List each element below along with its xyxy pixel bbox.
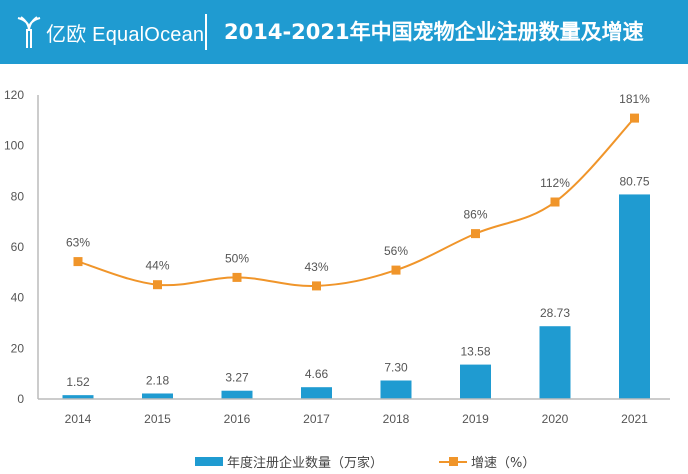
x-tick-label: 2020 xyxy=(542,412,569,426)
y-tick-label: 40 xyxy=(11,291,25,305)
bar xyxy=(301,387,332,399)
bar xyxy=(619,194,650,399)
legend-line-label: 增速（%） xyxy=(471,456,536,471)
equalocean-logo: 亿欧 EqualOcean xyxy=(16,14,204,50)
bar xyxy=(142,393,173,399)
line-data-label: 63% xyxy=(66,236,90,250)
bar-data-label: 80.75 xyxy=(619,174,649,188)
bar-data-label: 13.58 xyxy=(460,345,490,359)
bar-data-label: 2.18 xyxy=(146,373,170,387)
line-marker xyxy=(312,281,321,291)
x-tick-label: 2016 xyxy=(224,412,251,426)
line-data-label: 181% xyxy=(619,92,650,106)
bar xyxy=(539,326,571,399)
bar xyxy=(62,395,94,399)
x-tick-label: 2017 xyxy=(303,412,330,426)
y-tick-label: 20 xyxy=(11,341,25,355)
line-marker xyxy=(153,280,162,290)
line-data-label: 50% xyxy=(225,251,249,265)
x-tick-label: 2019 xyxy=(462,412,489,426)
y-tick-label: 120 xyxy=(4,88,24,102)
header-divider xyxy=(205,14,207,50)
header-banner: 亿欧 EqualOcean 2014-2021年中国宠物企业注册数量及增速 xyxy=(0,0,688,64)
line-marker xyxy=(630,113,639,123)
line-series: 63% 44% 50% 43% 56% 86% 112% 181% xyxy=(66,92,650,291)
x-tick-label: 2015 xyxy=(144,412,171,426)
line-marker xyxy=(391,265,401,275)
y-tick-label: 0 xyxy=(17,392,24,406)
line-marker xyxy=(73,257,83,267)
legend-line-swatch xyxy=(439,456,468,466)
bar-data-label: 7.30 xyxy=(384,361,408,375)
x-tick-label: 2014 xyxy=(65,412,92,426)
x-tick-label: 2021 xyxy=(621,412,648,426)
bar-data-label: 4.66 xyxy=(305,367,329,381)
x-axis: 2014 2015 2016 2017 2018 2019 2020 2021 xyxy=(38,398,670,426)
logo-text: 亿欧 EqualOcean xyxy=(46,23,205,46)
y-tick-label: 80 xyxy=(11,189,25,203)
line-data-label: 43% xyxy=(304,260,328,274)
x-tick-label: 2018 xyxy=(383,412,410,426)
chart-area: 0 20 40 60 80 100 120 1.52 2.18 3.27 4.66 7.30 13.5… xyxy=(4,88,670,426)
legend-bar-label: 年度注册企业数量（万家） xyxy=(227,456,384,471)
line-marker xyxy=(232,272,242,282)
y-axis: 0 20 40 60 80 100 120 xyxy=(4,88,39,406)
line-data-label: 112% xyxy=(540,176,570,190)
legend-bar-swatch xyxy=(195,457,223,466)
line-data-label: 86% xyxy=(463,208,487,222)
line-data-label: 44% xyxy=(145,259,169,273)
line-data-label: 56% xyxy=(384,244,408,258)
bar-data-label: 1.52 xyxy=(66,375,90,389)
bar xyxy=(380,380,412,399)
line-marker xyxy=(550,197,560,207)
bar-data-label: 3.27 xyxy=(225,371,249,385)
line-marker xyxy=(471,229,480,239)
bar-series: 1.52 2.18 3.27 4.66 7.30 13.58 28.73 80.75 xyxy=(62,174,650,399)
chart-title: 2014-2021年中国宠物企业注册数量及增速 xyxy=(224,20,644,44)
bar-data-label: 28.73 xyxy=(540,306,570,320)
legend: 年度注册企业数量（万家） 增速（%） xyxy=(195,452,535,471)
y-tick-label: 100 xyxy=(4,139,24,153)
bar xyxy=(221,390,253,399)
bar xyxy=(460,364,491,399)
y-tick-label: 60 xyxy=(11,240,25,254)
logo-icon xyxy=(17,16,41,48)
